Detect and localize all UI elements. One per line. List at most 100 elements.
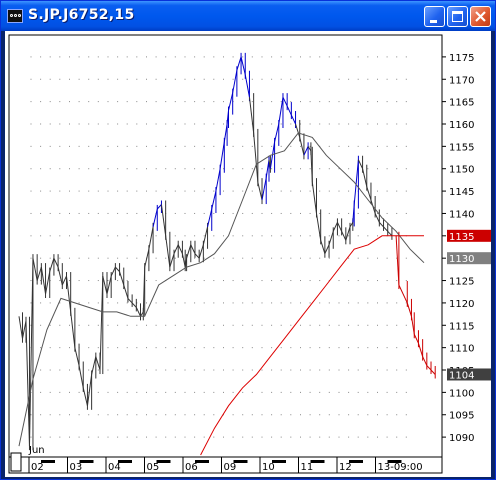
grid-dot [117,324,119,326]
grid-dot [136,414,138,416]
grid-dot [261,257,263,259]
grid-dot [49,123,51,125]
price-segment [341,231,347,241]
grid-dot [271,212,273,214]
grid-dot [78,123,80,125]
grid-dot [59,190,61,192]
grid-dot [78,212,80,214]
price-chart[interactable]: 1090109511001105111011151120112511301135… [5,31,491,477]
grid-dot [338,168,340,170]
grid-dot [319,190,321,192]
grid-dot [396,145,398,147]
grid-dot [136,123,138,125]
grid-dot [40,145,42,147]
price-segment [190,244,196,254]
grid-dot [69,391,70,393]
grid-dot [223,391,224,393]
grid-dot [59,78,61,80]
grid-dot [348,369,350,371]
grid-dot [49,235,51,237]
grid-dot [184,101,186,103]
grid-dot [136,280,138,282]
grid-dot [174,145,176,147]
grid-dot [213,168,215,170]
price-segment [430,369,436,375]
grid-dot [405,123,407,125]
grid-dot [309,145,311,147]
grid-dot [174,436,176,438]
grid-dot [386,324,388,326]
grid-dot [319,369,321,371]
close-button[interactable] [470,6,491,27]
grid-dot [386,168,388,170]
price-segment [426,365,432,371]
grid-dot [271,280,273,282]
grid-dot [357,212,359,214]
grid-dot [290,145,292,147]
grid-dot [271,414,273,416]
grid-dot [97,123,99,125]
grid-dot [107,414,109,416]
grid-dot [97,414,99,416]
grid-dot [107,369,109,371]
grid-dot [357,101,359,103]
grid-dot [386,145,388,147]
title-bar[interactable]: S.JP.J6752,15 [1,1,495,31]
grid-dot [97,56,99,58]
grid-dot [261,56,263,58]
grid-dot [184,56,186,58]
grid-dot [319,391,321,393]
grid-dot [136,391,138,393]
y-tick-label: 1115 [449,321,474,332]
grid-dot [300,101,301,103]
grid-dot [357,391,359,393]
grid-dot [136,436,138,438]
grid-dot [223,257,224,259]
grid-dot [213,190,215,192]
grid-dot [309,168,311,170]
grid-dot [165,78,167,80]
grid-dot [194,190,196,192]
grid-dot [290,414,292,416]
grid-dot [136,78,138,80]
grid-dot [203,257,205,259]
grid-dot [386,123,388,125]
price-segment [236,56,242,71]
plot-frame [8,34,443,458]
x-tick-bar [118,460,132,463]
grid-dot [49,168,51,170]
grid-dot [184,235,186,237]
grid-dot [280,347,282,349]
grid-dot [405,347,407,349]
price-segment [353,159,359,205]
grid-dot [126,235,128,237]
grid-dot [223,347,224,349]
grid-dot [309,78,311,80]
price-segment [269,141,276,169]
price-segment [228,92,234,111]
grid-dot [69,212,70,214]
grid-dot [367,101,369,103]
grid-dot [396,280,398,282]
grid-dot [107,168,109,170]
minimize-button[interactable] [424,6,445,27]
grid-dot [242,190,244,192]
grid-dot [146,235,147,237]
grid-dot [107,324,109,326]
chart-area[interactable]: 1090109511001105111011151120112511301135… [5,31,491,477]
app-icon[interactable] [7,9,23,23]
grid-dot [357,414,359,416]
grid-dot [309,56,311,58]
maximize-button[interactable] [447,6,468,27]
grid-dot [107,212,109,214]
grid-dot [251,212,253,214]
grid-dot [194,369,196,371]
grid-dot [117,369,119,371]
grid-dot [290,101,292,103]
grid-dot [367,257,369,259]
grid-dot [203,78,205,80]
grid-dot [184,212,186,214]
x-axis-band [8,456,443,474]
grid-dot [203,145,205,147]
